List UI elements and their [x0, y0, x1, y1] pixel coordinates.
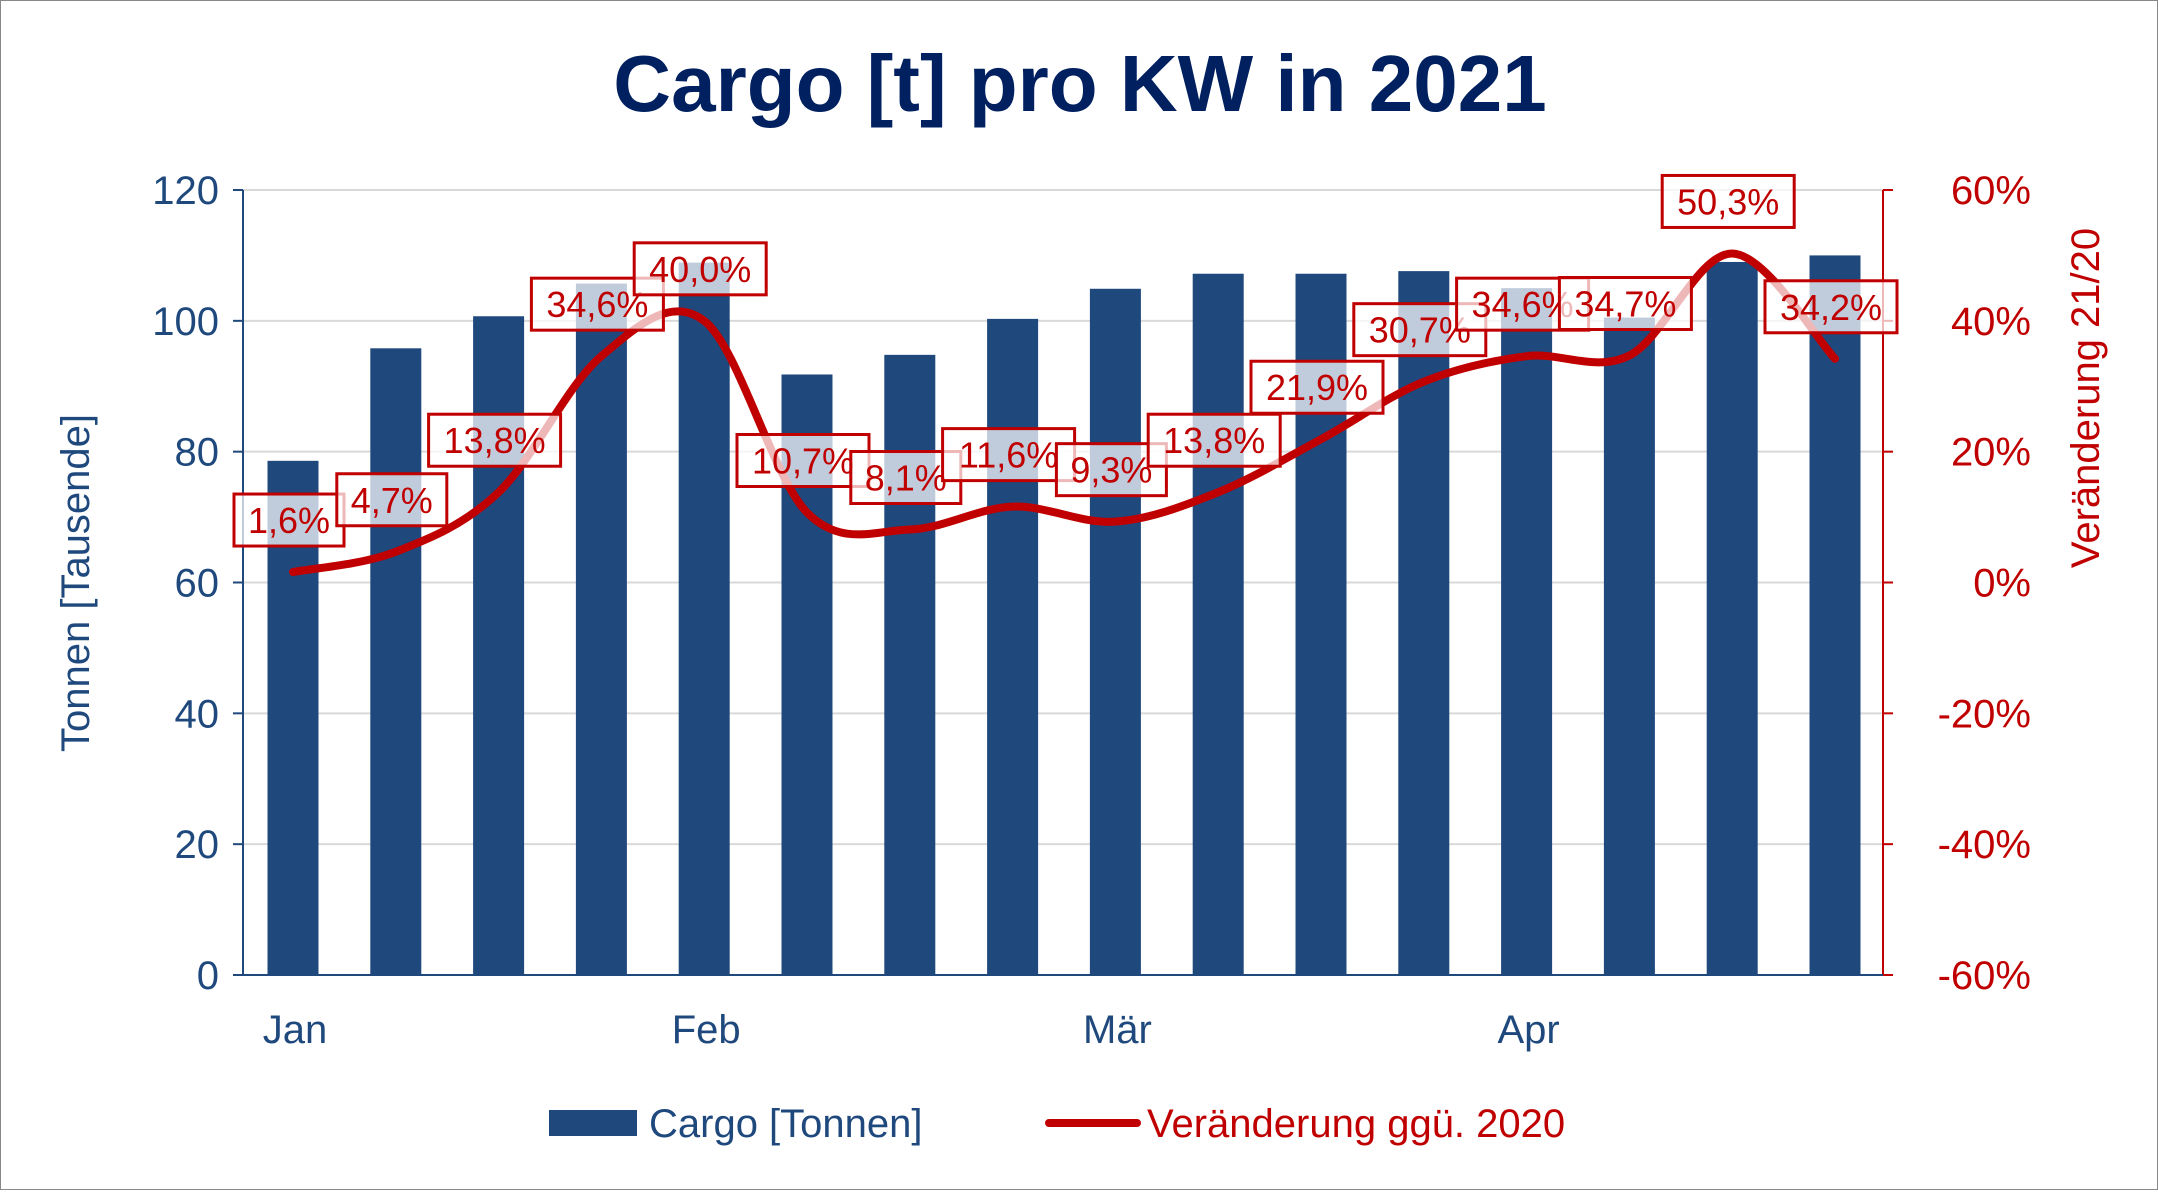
- chart-title: Cargo [t] pro KW in 2021: [613, 39, 1546, 128]
- bar-series: [267, 255, 1861, 976]
- bar: [884, 354, 936, 976]
- bar: [370, 348, 422, 975]
- data-label: 34,7%: [1574, 284, 1676, 325]
- x-tick-label: Apr: [1497, 1008, 1559, 1052]
- legend-bar-swatch: [549, 1110, 637, 1136]
- data-label-box: [427, 412, 563, 468]
- bar: [678, 262, 730, 975]
- data-label: 11,6%: [959, 435, 1058, 476]
- legend: Cargo [Tonnen] Veränderung ggü. 2020: [549, 1102, 1565, 1146]
- y-tick-label: 100: [152, 300, 219, 344]
- data-label: 30,7%: [1369, 310, 1471, 351]
- data-label: 34,6%: [546, 284, 648, 325]
- data-label: 8,1%: [865, 458, 947, 499]
- data-label-box: [232, 492, 346, 548]
- data-labels: 1,6% 4,7%13,8%34,6%40,0%10,7% 8,1%11,6% 9,3…: [232, 173, 1899, 548]
- bar: [1706, 261, 1758, 975]
- data-label: 9,3%: [1070, 450, 1152, 491]
- y2-tick-label: -20%: [1938, 692, 2031, 736]
- y2-tick-label: 40%: [1951, 300, 2031, 344]
- data-label: 1,6%: [248, 500, 330, 541]
- bar: [1603, 317, 1655, 975]
- data-label: 13,8%: [1163, 420, 1265, 461]
- x-tick-label: Jan: [263, 1008, 328, 1052]
- data-label-box: [941, 427, 1077, 483]
- data-label: 4,7%: [351, 480, 433, 521]
- data-label-box: [1249, 359, 1385, 415]
- bar: [1501, 288, 1553, 975]
- y-axis-title: Tonnen [Tausende]: [54, 414, 98, 752]
- bar: [1089, 288, 1141, 975]
- data-label-box: [1763, 279, 1899, 335]
- bar: [1809, 255, 1861, 975]
- data-label-box: [1146, 412, 1282, 468]
- data-label-box: [1557, 276, 1693, 332]
- y2-tick-label: -40%: [1938, 823, 2031, 867]
- y2-tick-label: 60%: [1951, 169, 2031, 213]
- data-label: 21,9%: [1266, 367, 1368, 408]
- y-tick-label: 20: [175, 823, 220, 867]
- legend-line-label: Veränderung ggü. 2020: [1147, 1102, 1565, 1146]
- y-tick-label: 120: [152, 169, 219, 213]
- data-label: 40,0%: [649, 249, 751, 290]
- bar: [575, 283, 627, 975]
- y-tick-label: 40: [175, 692, 220, 736]
- data-label-box: [335, 472, 449, 528]
- data-label-box: [1660, 173, 1796, 229]
- bar: [1192, 273, 1244, 975]
- data-label: 10,7%: [752, 441, 854, 482]
- data-label: 34,6%: [1472, 284, 1574, 325]
- y-tick-label: 60: [175, 562, 220, 606]
- x-tick-label: Feb: [672, 1008, 741, 1052]
- x-tick-label: Mär: [1083, 1008, 1152, 1052]
- legend-bar-label: Cargo [Tonnen]: [649, 1102, 923, 1146]
- axes: 0 20 40 60 80 100 120 -60% -40% -20% 0% 20% 40% 60% Ja…: [152, 169, 2031, 1052]
- data-label-box: [735, 433, 871, 489]
- y-tick-label: 0: [197, 954, 219, 998]
- data-label: 13,8%: [444, 420, 546, 461]
- data-label-box: [632, 241, 768, 297]
- bar: [987, 318, 1039, 975]
- data-label: 34,2%: [1780, 287, 1882, 328]
- y2-tick-label: 20%: [1951, 431, 2031, 475]
- y2-tick-label: -60%: [1938, 954, 2031, 998]
- y2-tick-label: 0%: [1973, 562, 2031, 606]
- y-tick-label: 80: [175, 431, 220, 475]
- y2-axis-title: Veränderung 21/20: [2064, 228, 2108, 568]
- data-label: 50,3%: [1677, 181, 1779, 222]
